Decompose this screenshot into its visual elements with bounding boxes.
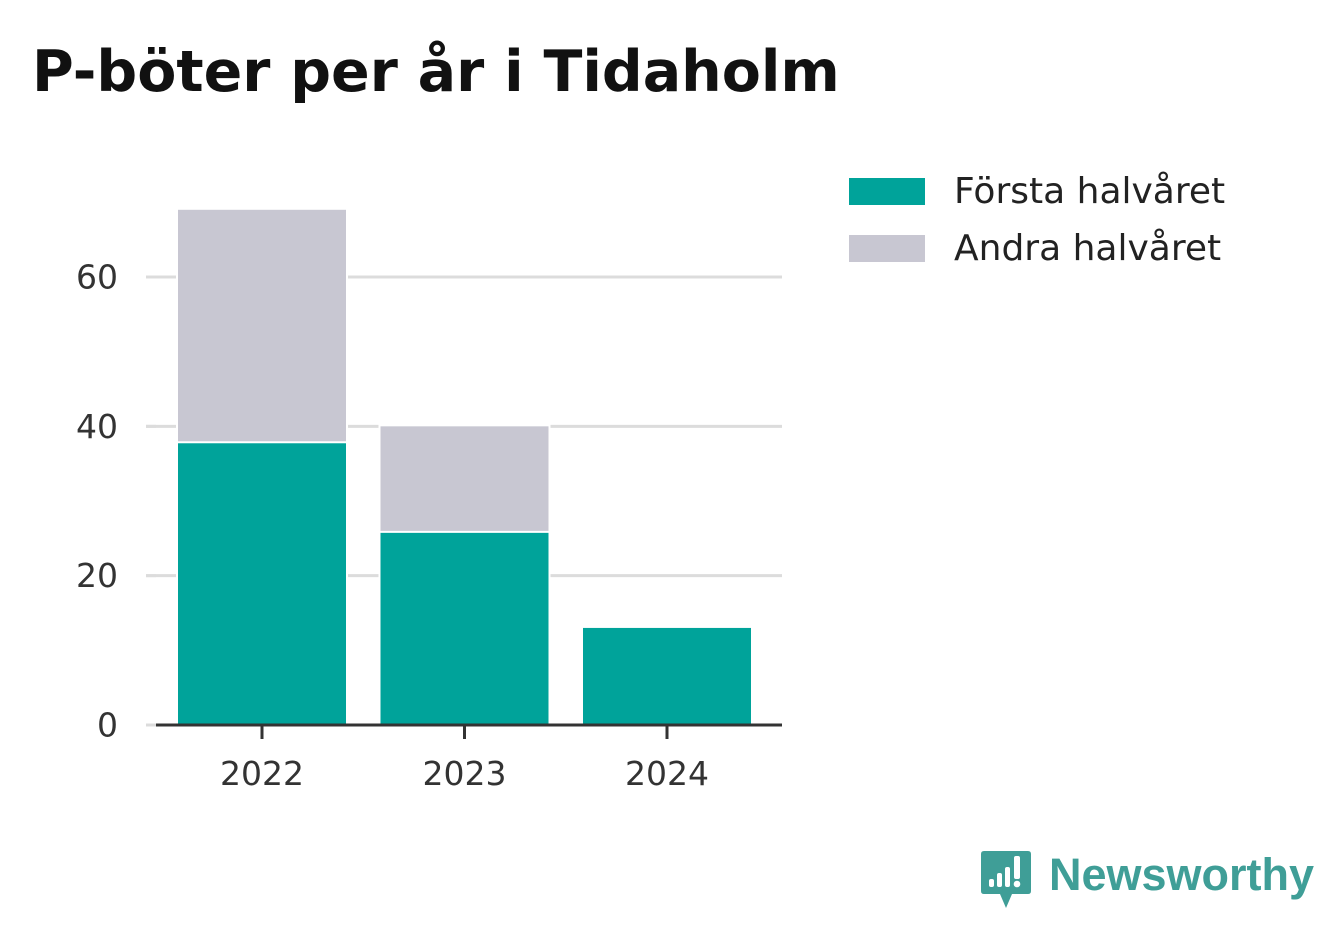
- bar-2024-series-1: [581, 625, 753, 728]
- y-tick-label-20: 20: [76, 556, 118, 595]
- bar-2023-series-1: [378, 528, 551, 727]
- legend-label-forsta: Första halvåret: [954, 171, 1226, 212]
- x-tick-label-2022: 2022: [220, 754, 304, 793]
- y-tick-label-40: 40: [76, 407, 118, 446]
- bar-2022-series-1: [176, 439, 348, 727]
- x-tick-label-2023: 2023: [423, 754, 507, 793]
- legend-swatch-forsta: [849, 178, 925, 205]
- legend-swatch-andra: [849, 235, 925, 262]
- x-tick-label-2024: 2024: [625, 754, 709, 793]
- newsworthy-logo-icon: [981, 851, 1031, 908]
- brand-name: Newsworthy: [1049, 849, 1315, 900]
- chart-title: P-böter per år i Tidaholm: [32, 39, 840, 105]
- y-tick-label-60: 60: [76, 258, 118, 297]
- y-tick-label-0: 0: [97, 706, 118, 745]
- legend-label-andra: Andra halvåret: [954, 228, 1222, 269]
- bar-2022-series-2: [176, 207, 348, 444]
- bar-2023-series-2: [378, 424, 551, 533]
